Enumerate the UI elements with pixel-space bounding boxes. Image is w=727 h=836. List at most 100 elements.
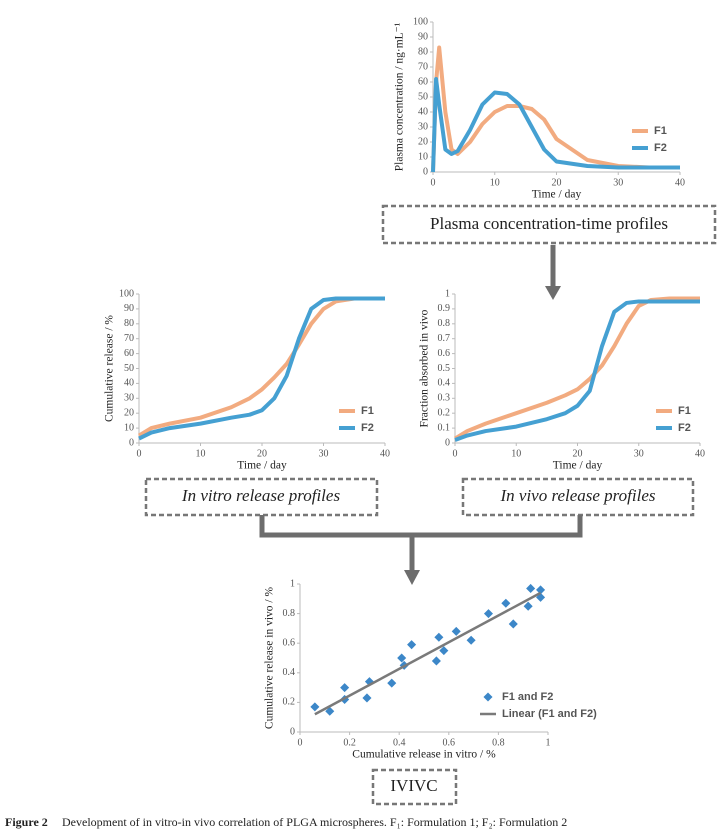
y-tick-label: 60	[418, 76, 428, 87]
x-tick-label: 40	[695, 448, 705, 459]
box-label: In vivo release profiles	[499, 486, 655, 505]
y-tick-label: 0.6	[283, 637, 296, 648]
scatter-point	[407, 640, 417, 650]
scatter-point	[508, 619, 518, 629]
x-tick-label: 1	[546, 737, 551, 748]
y-axis-label: Fraction absorbed in vivo	[419, 309, 431, 427]
y-tick-label: 40	[418, 106, 428, 117]
connector	[259, 515, 583, 572]
y-tick-label: 0.8	[283, 608, 296, 619]
x-tick-label: 0	[137, 448, 142, 459]
scatter-point	[397, 653, 407, 663]
box-label: IVIVC	[390, 776, 437, 795]
scatter-point	[483, 609, 494, 619]
y-tick-label: 0.9	[438, 303, 451, 314]
y-tick-label: 0	[290, 726, 295, 737]
x-tick-label: 20	[573, 448, 583, 459]
y-tick-label: 90	[124, 303, 134, 314]
box	[371, 768, 458, 806]
scatter-point	[325, 706, 335, 716]
scatter-point	[523, 601, 533, 611]
scatter-point	[362, 693, 372, 703]
y-tick-label: 60	[124, 348, 134, 359]
series-line	[138, 296, 385, 441]
y-tick-label: 80	[124, 318, 134, 329]
x-tick-label: 20	[257, 448, 267, 459]
series-line	[137, 296, 385, 438]
y-tick-label: 100	[119, 288, 134, 299]
x-tick-label: 10	[511, 448, 521, 459]
y-tick-label: 20	[124, 407, 134, 418]
y-axis-label: Plasma concentration / ng·mL⁻¹	[394, 22, 406, 171]
y-tick-label: 0.3	[438, 393, 451, 404]
x-axis-label: Cumulative release in vitro / %	[352, 749, 496, 761]
y-tick-label: 80	[418, 46, 428, 57]
legend-label: F2	[678, 422, 691, 434]
x-tick-label: 30	[613, 177, 623, 188]
x-axis-label: Time / day	[532, 189, 582, 201]
series-line	[314, 591, 542, 716]
scatter-point	[451, 626, 461, 636]
y-tick-label: 0	[445, 437, 450, 448]
series-line	[454, 299, 700, 442]
box	[144, 477, 379, 517]
x-tick-label: 0	[431, 177, 436, 188]
x-tick-label: 0.2	[343, 737, 356, 748]
series-line	[453, 296, 700, 441]
legend-label: Linear (F1 and F2)	[502, 708, 597, 720]
x-tick-label: 0.6	[443, 737, 456, 748]
legend-label: F1	[361, 405, 374, 417]
scatter-point	[501, 598, 511, 608]
y-tick-label: 10	[418, 151, 428, 162]
x-tick-label: 40	[675, 177, 685, 188]
y-tick-label: 0.2	[438, 407, 451, 418]
y-tick-label: 0	[423, 166, 428, 177]
x-axis-label: Time / day	[237, 460, 287, 472]
x-tick-label: 0	[298, 737, 303, 748]
y-tick-label: 0.4	[283, 667, 296, 678]
y-axis-label: Cumulative release / %	[104, 315, 116, 422]
legend-swatch	[483, 692, 493, 702]
y-tick-label: 70	[124, 333, 134, 344]
scatter-point	[466, 635, 476, 645]
x-tick-label: 0	[453, 448, 458, 459]
scatter-point	[434, 632, 444, 642]
y-tick-label: 0.7	[438, 333, 451, 344]
x-tick-label: 30	[634, 448, 644, 459]
scatter-point	[310, 702, 320, 712]
x-axis-label: Time / day	[553, 460, 603, 472]
box-label: In vitro release profiles	[181, 486, 341, 505]
x-tick-label: 10	[490, 177, 500, 188]
x-tick-label: 20	[552, 177, 562, 188]
y-tick-label: 20	[418, 136, 428, 147]
y-tick-label: 10	[124, 422, 134, 433]
legend-label: F1	[654, 125, 667, 137]
x-tick-label: 40	[380, 448, 390, 459]
y-tick-label: 90	[418, 31, 428, 42]
scatter-point	[340, 683, 350, 693]
legend-label: F1	[678, 405, 691, 417]
y-tick-label: 1	[290, 578, 295, 589]
legend-label: F2	[654, 142, 667, 154]
caption-label: Figure 2	[5, 815, 48, 829]
legend-label: F2	[361, 422, 374, 434]
y-tick-label: 40	[124, 378, 134, 389]
x-tick-label: 0.4	[393, 737, 406, 748]
x-tick-label: 30	[319, 448, 329, 459]
y-tick-label: 50	[418, 91, 428, 102]
scatter-point	[431, 656, 441, 666]
series-line	[431, 77, 680, 173]
scatter-point	[387, 678, 397, 688]
y-tick-label: 0.1	[438, 422, 451, 433]
y-tick-label: 1	[445, 288, 450, 299]
y-tick-label: 30	[418, 121, 428, 132]
y-tick-label: 0	[129, 437, 134, 448]
y-tick-label: 50	[124, 363, 134, 374]
scatter-point	[526, 583, 536, 593]
caption-text: Development of in vitro-in vivo correlat…	[62, 815, 567, 829]
y-tick-label: 100	[413, 16, 428, 27]
box-label: Plasma concentration-time profiles	[430, 214, 668, 233]
y-tick-label: 0.6	[438, 348, 451, 359]
x-tick-label: 10	[196, 448, 206, 459]
